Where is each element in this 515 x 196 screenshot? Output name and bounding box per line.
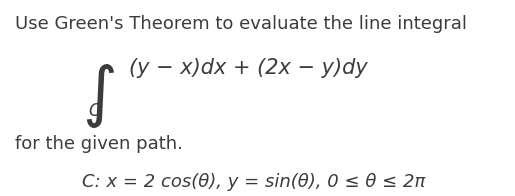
Text: C: x = 2 cos(θ), y = sin(θ), 0 ≤ θ ≤ 2π: C: x = 2 cos(θ), y = sin(θ), 0 ≤ θ ≤ 2π	[82, 173, 425, 191]
Text: Use Green's Theorem to evaluate the line integral: Use Green's Theorem to evaluate the line…	[15, 15, 467, 33]
Text: $\int$: $\int$	[82, 62, 115, 130]
Text: for the given path.: for the given path.	[15, 135, 183, 153]
Text: C: C	[89, 102, 100, 120]
Text: (y − x)dx + (2x − y)dy: (y − x)dx + (2x − y)dy	[129, 58, 368, 78]
